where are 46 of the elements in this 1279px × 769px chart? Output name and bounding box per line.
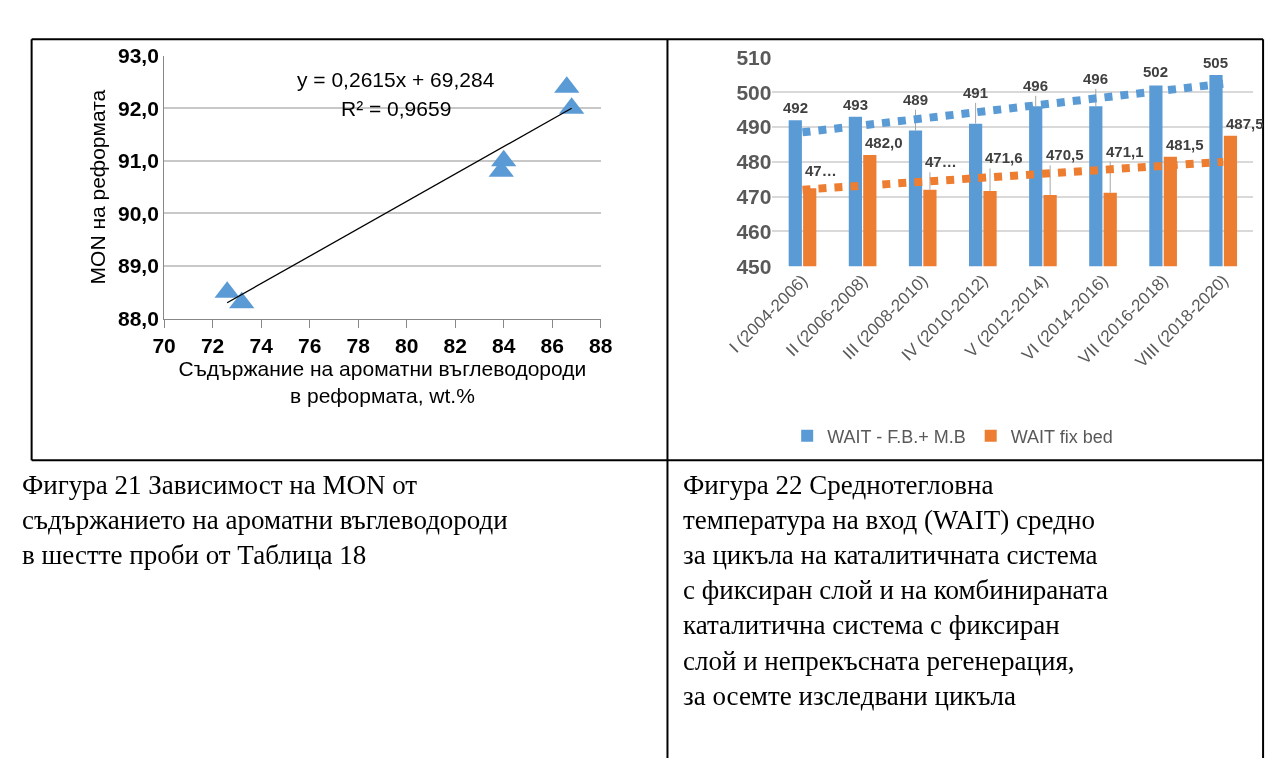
legend-label: WAIT - F.B.+ M.B	[827, 426, 966, 447]
y-tick-label: 92,0	[118, 96, 159, 120]
x-tick-label: 78	[346, 333, 371, 357]
legend-label: WAIT fix bed	[1010, 426, 1113, 447]
x-tick-label: 86	[540, 333, 564, 357]
x-tick-label: 82	[443, 333, 467, 357]
y-tick-label: 480	[736, 150, 772, 174]
y-tick-label: 510	[736, 45, 772, 69]
annotation: y = 0,2615x + 69,284	[297, 68, 495, 91]
y-axis-title: MON на реформата	[86, 89, 110, 285]
y-tick-label: 500	[736, 80, 772, 104]
data-label: 496	[1023, 77, 1049, 94]
x-tick-label: 76	[297, 333, 322, 357]
y-tick-label: 90,0	[118, 201, 159, 225]
y-tick-label: 91,0	[118, 149, 159, 173]
data-label: 482,0	[865, 134, 903, 151]
data-label: 505	[1203, 54, 1229, 71]
x-tick-label: 70	[152, 333, 176, 357]
data-label: 491	[963, 84, 989, 101]
x-tick-label: 80	[394, 333, 419, 357]
x-tick-label: 72	[200, 333, 225, 357]
x-tick-label: 84	[492, 333, 516, 357]
data-label: 502	[1143, 63, 1169, 80]
data-label: 493	[843, 96, 869, 113]
y-tick-label: 470	[736, 184, 772, 208]
y-tick-label: 450	[736, 254, 772, 278]
annotation: R² = 0,9659	[341, 97, 452, 120]
data-label: 496	[1083, 70, 1109, 87]
y-tick-label: 460	[736, 219, 772, 243]
data-label: 481,5	[1166, 136, 1204, 153]
y-tick-label: 490	[736, 115, 772, 139]
data-label: 47…	[925, 153, 957, 170]
x-tick-label: 74	[249, 333, 274, 357]
text: Фигура 21 Зависимост на MON от съдържанието на ароматни въглеводороди в шестте проби от Таблица 18	[22, 470, 508, 571]
y-tick-label: 88,0	[118, 306, 159, 330]
text: Фигура 22 Среднотегловна температура на вход (WAIT) средно за цикъла на каталитичната система с фиксиран слой и на комбинираната каталитична система с фиксиран слой и непрекъсната регенерация, за осемте изследвани цикъла	[683, 470, 1109, 711]
y-tick-label: 93,0	[118, 44, 159, 67]
data-label: 47…	[805, 162, 837, 179]
data-label: 471,1	[1106, 143, 1144, 160]
data-label: 471,6	[985, 149, 1023, 166]
data-label: 492	[783, 99, 809, 116]
data-label: 470,5	[1046, 146, 1084, 163]
y-tick-label: 89,0	[118, 254, 159, 278]
x-axis-title: Съдържание на ароматни въглеводороди в реформата, wt.%	[178, 356, 587, 408]
x-tick-label: 88	[589, 333, 613, 357]
data-label: 489	[903, 91, 929, 108]
